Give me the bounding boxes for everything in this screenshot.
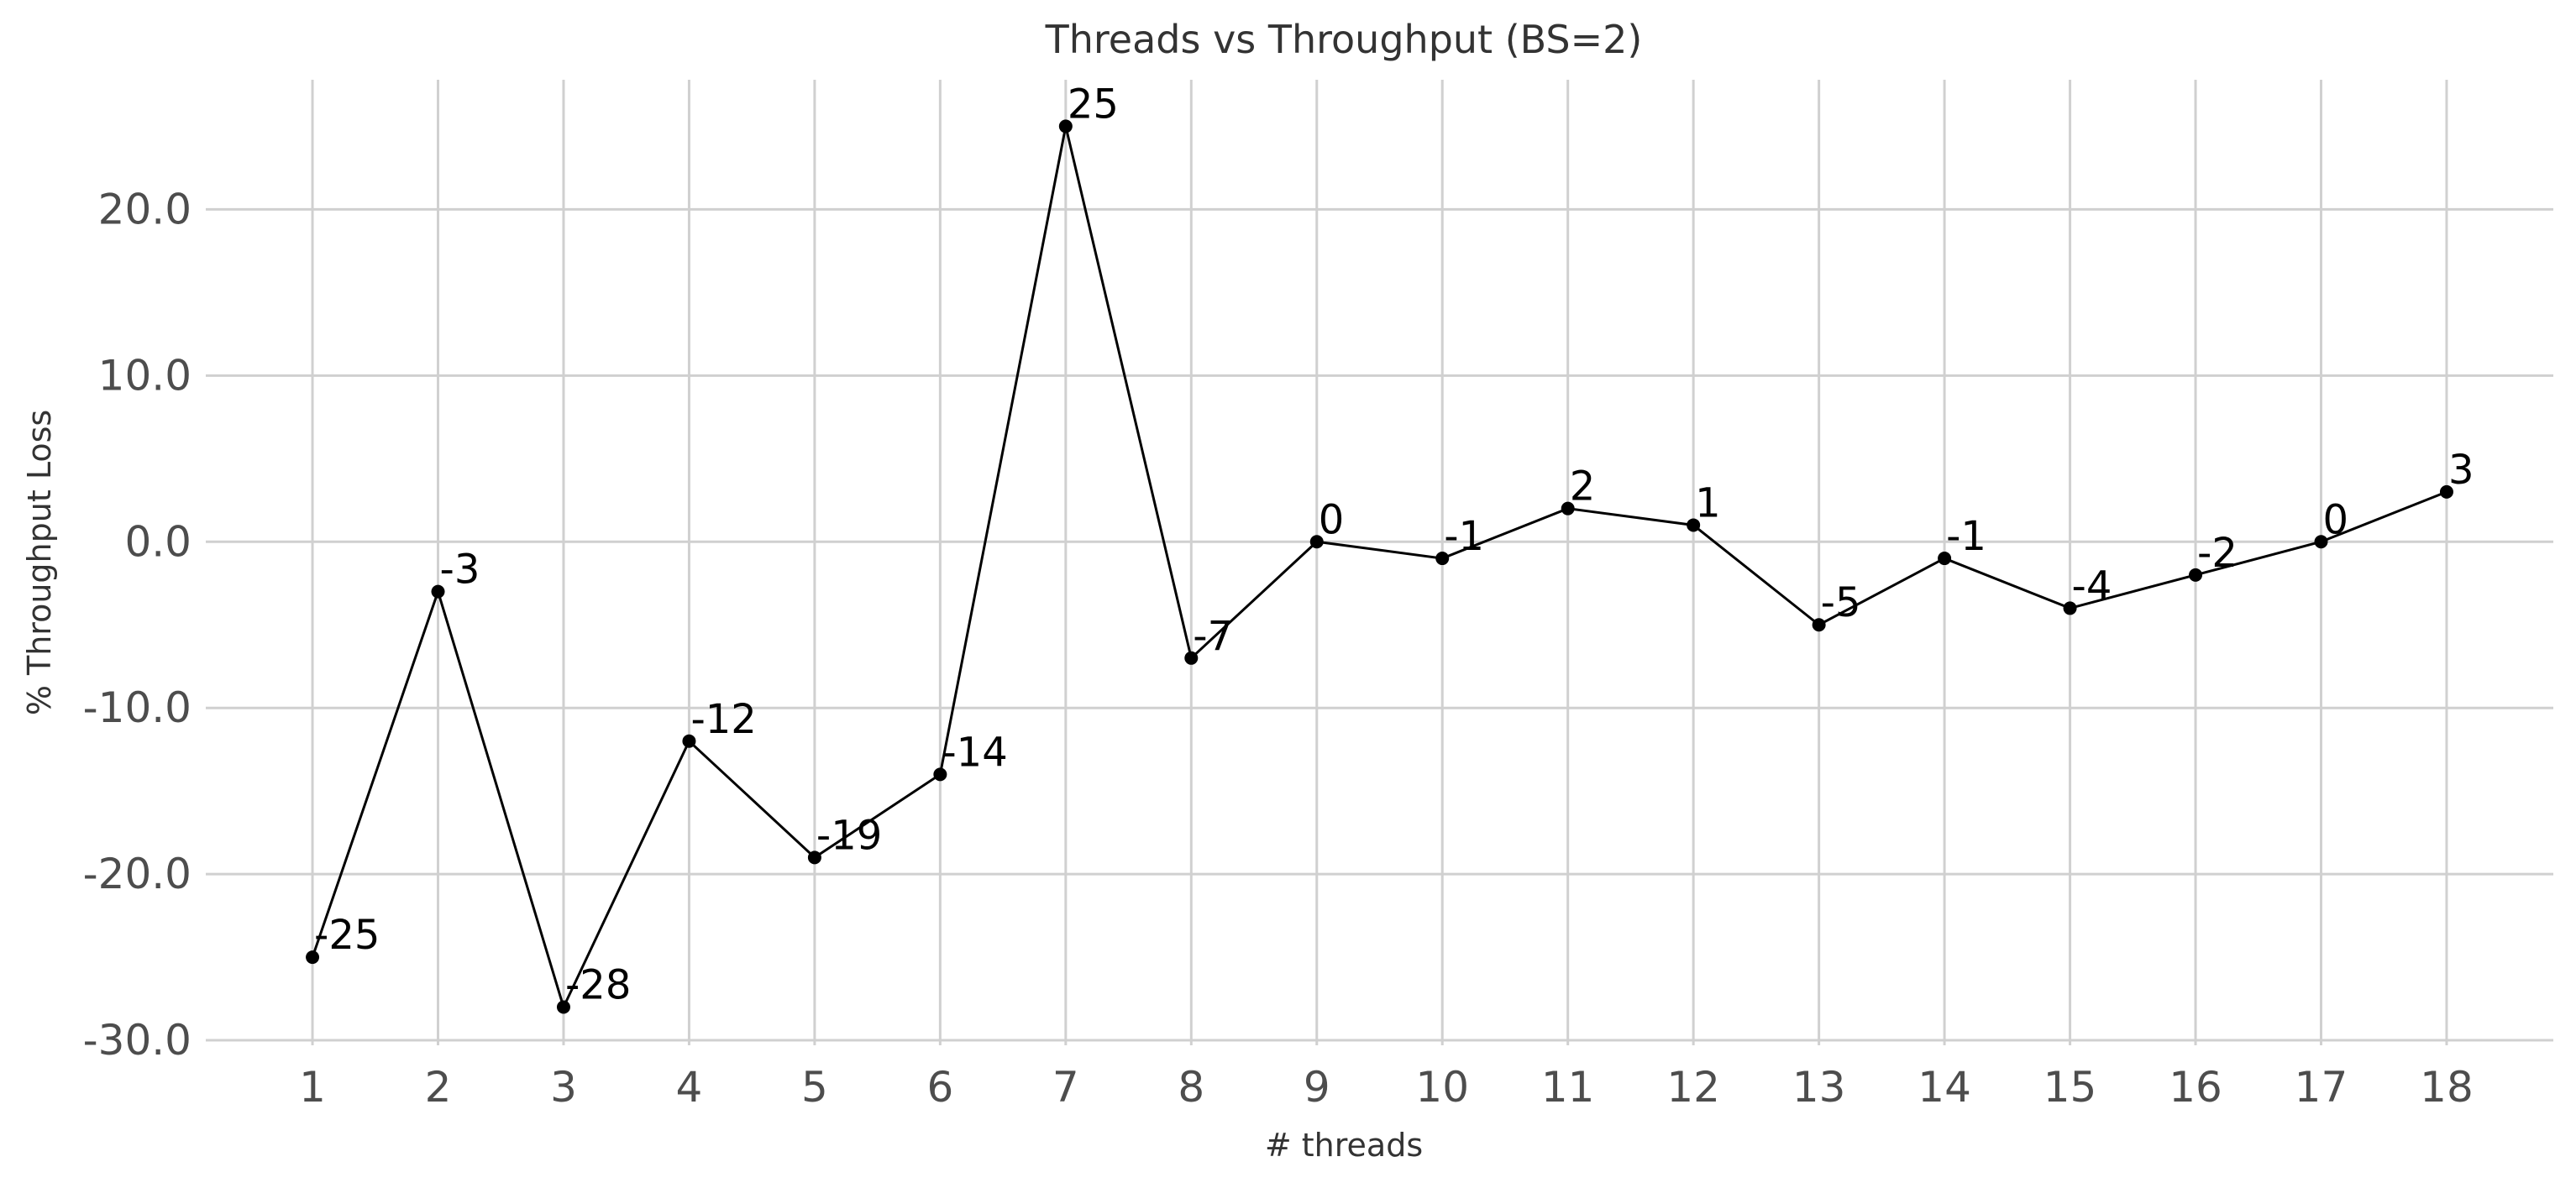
x-axis-label: # threads: [1265, 1127, 1423, 1164]
x-tick-label: 8: [1178, 1063, 1204, 1112]
data-point: [2189, 568, 2203, 582]
data-label: 1: [1695, 479, 1721, 526]
data-label: -25: [314, 912, 380, 959]
x-tick-label: 1: [299, 1063, 326, 1112]
data-points: [306, 119, 2453, 1014]
x-tick-label: 9: [1304, 1063, 1330, 1112]
data-point: [1309, 535, 1324, 549]
data-label: -3: [440, 547, 480, 594]
data-point: [1561, 501, 1575, 515]
data-point: [1938, 552, 1952, 566]
y-tick-label: -30.0: [83, 1016, 191, 1065]
y-tick-label: 0.0: [124, 517, 191, 566]
x-tick-label: 11: [1541, 1063, 1595, 1112]
x-tick-label: 18: [2420, 1063, 2474, 1112]
data-point: [306, 950, 320, 965]
data-label: -1: [1444, 513, 1484, 560]
x-tick-label: 7: [1052, 1063, 1079, 1112]
x-axis-ticks: 1 2 3 4 5 6 7 8 9 10 11 12 13 14 15 16 17 18: [299, 1063, 2474, 1112]
data-point: [1687, 518, 1701, 532]
x-tick-label: 13: [1792, 1063, 1846, 1112]
data-point: [1184, 651, 1199, 665]
x-tick-label: 4: [676, 1063, 703, 1112]
data-point: [1058, 119, 1073, 133]
x-tick-label: 3: [550, 1063, 577, 1112]
data-label: 3: [2448, 447, 2474, 494]
data-label: -5: [1821, 579, 1861, 626]
x-tick-label: 12: [1666, 1063, 1720, 1112]
data-label: -4: [2072, 563, 2112, 610]
data-label: -12: [690, 696, 756, 743]
data-point: [2314, 535, 2328, 549]
data-label: -28: [565, 961, 631, 1008]
data-point: [1812, 618, 1826, 632]
y-axis-label: % Throughput Loss: [21, 410, 58, 715]
data-point: [2439, 484, 2453, 499]
data-point: [556, 1000, 570, 1014]
x-tick-label: 16: [2169, 1063, 2222, 1112]
data-label: 2: [1570, 463, 1596, 510]
x-tick-label: 6: [926, 1063, 953, 1112]
data-point: [807, 850, 821, 865]
x-tick-label: 14: [1918, 1063, 1971, 1112]
chart-title: Threads vs Throughput (BS=2): [1045, 17, 1643, 62]
data-point: [933, 767, 947, 782]
data-label: 25: [1068, 81, 1119, 128]
x-tick-label: 17: [2295, 1063, 2348, 1112]
data-point: [682, 734, 696, 748]
y-tick-label: 10.0: [98, 351, 191, 400]
series-line-group: [311, 126, 2447, 1011]
data-label: -7: [1193, 613, 1233, 660]
data-label: 0: [2322, 496, 2348, 543]
y-axis-ticks: -30.0 -20.0 -10.0 0.0 10.0 20.0: [83, 185, 191, 1065]
y-tick-label: 20.0: [98, 185, 191, 233]
data-point: [1435, 552, 1450, 566]
y-tick-label: -20.0: [83, 850, 191, 898]
data-point: [2063, 601, 2077, 615]
series-line: [311, 126, 2447, 1011]
data-label: 0: [1319, 496, 1345, 543]
data-label: -1: [1946, 513, 1986, 560]
data-label: -14: [942, 729, 1007, 776]
x-tick-label: 2: [425, 1063, 452, 1112]
y-tick-label: -10.0: [83, 683, 191, 732]
x-tick-label: 5: [801, 1063, 828, 1112]
data-label: -2: [2197, 530, 2238, 577]
data-point: [431, 584, 445, 599]
data-label: -19: [816, 812, 882, 859]
x-tick-label: 15: [2043, 1063, 2097, 1112]
x-tick-label: 10: [1415, 1063, 1469, 1112]
